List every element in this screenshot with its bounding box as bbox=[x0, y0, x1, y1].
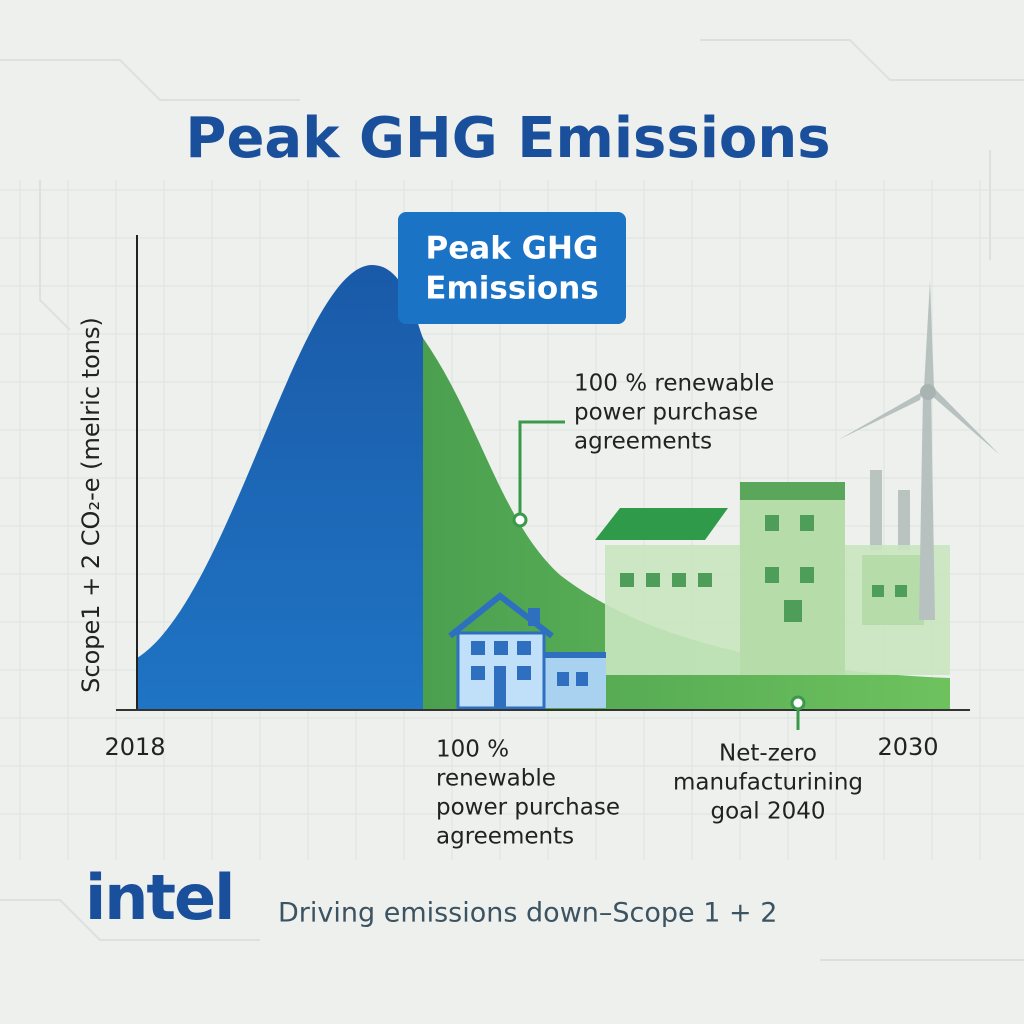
annotation-text: power purchase bbox=[436, 795, 620, 821]
leader-line bbox=[518, 420, 565, 520]
callout-text: Peak GHG bbox=[426, 231, 599, 267]
annotation-text: power purchase bbox=[574, 400, 758, 426]
x-label: 2018 bbox=[104, 733, 165, 761]
house-illustration bbox=[448, 592, 606, 710]
annotation-text: agreements bbox=[436, 824, 574, 850]
annotation-text: 100 % renewable bbox=[574, 371, 774, 397]
tagline: Driving emissions down–Scope 1 + 2 bbox=[278, 898, 777, 929]
factory-illustration bbox=[595, 470, 950, 675]
annotations: 100 % renewable power purchase agreements 1… bbox=[436, 371, 863, 850]
brand: intel bbox=[85, 861, 233, 934]
marker bbox=[512, 512, 528, 528]
x-label: 2030 bbox=[877, 733, 938, 761]
annotation-text: agreements bbox=[574, 429, 712, 455]
title: Peak GHG Emissions bbox=[185, 106, 830, 171]
circuit-decor bbox=[0, 39, 1024, 961]
annotation-text: 100 % bbox=[436, 737, 509, 763]
wind-turbine bbox=[838, 280, 1000, 620]
annotation-text: manufacturining bbox=[673, 770, 863, 796]
marker bbox=[790, 695, 806, 711]
annotation-text: goal 2040 bbox=[711, 799, 826, 825]
annotation-text: Net-zero bbox=[719, 741, 817, 767]
callout-text: Emissions bbox=[425, 271, 598, 307]
area-decline bbox=[423, 338, 950, 710]
area-rise bbox=[137, 265, 423, 710]
callout-box bbox=[398, 212, 626, 324]
annotation-text: renewable bbox=[436, 766, 556, 792]
y-axis-label: Scope1 + 2 CO₂-e (melric tons) bbox=[77, 317, 105, 693]
